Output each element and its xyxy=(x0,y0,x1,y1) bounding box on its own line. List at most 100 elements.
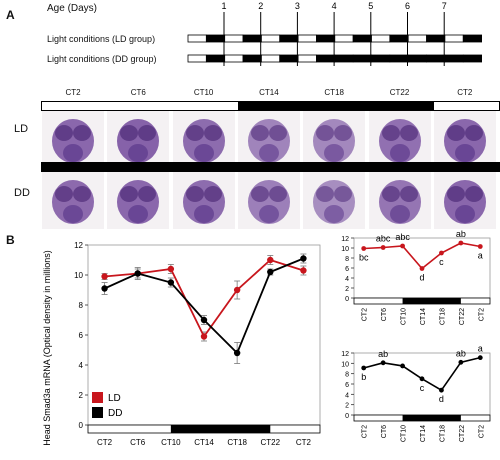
dark-phase-segment xyxy=(170,425,271,433)
day-label: 5 xyxy=(368,1,373,11)
ld-schedule-segment xyxy=(316,34,336,43)
dd-schedule-segment xyxy=(316,54,336,63)
embryo-head-image xyxy=(303,172,366,229)
significance-letter: d xyxy=(439,394,444,404)
ct-column-label: CT2 xyxy=(65,88,81,97)
ld-schedule-segment xyxy=(224,34,244,43)
y-tick-label: 12 xyxy=(74,241,83,250)
ld-schedule-segment xyxy=(444,34,464,43)
light-schedule-diagram: 1 2 3 4 5 6 7 xyxy=(187,1,483,66)
dd-schedule-segment xyxy=(187,54,207,63)
ct-column-label: CT14 xyxy=(259,88,279,97)
data-point-ld xyxy=(233,286,241,294)
y-tick-label: 0 xyxy=(345,296,349,303)
x-tick-label: CT6 xyxy=(130,438,146,447)
data-point-ld xyxy=(419,266,425,271)
data-point-dd xyxy=(101,285,108,292)
embryo-head-image xyxy=(172,172,235,229)
y-tick-label: 12 xyxy=(341,351,349,358)
data-point-dd xyxy=(300,255,307,262)
data-point-ld xyxy=(400,243,405,249)
y-tick-label: 2 xyxy=(79,391,84,400)
ld-schedule-segment xyxy=(352,34,372,43)
data-point-ld xyxy=(361,246,367,251)
ct-column-label: CT10 xyxy=(193,88,214,97)
embryo-head-image xyxy=(107,111,170,168)
ld-schedule-segment xyxy=(297,34,317,43)
x-tick-label: CT22 xyxy=(459,425,466,442)
significance-letter: abc xyxy=(395,232,410,242)
dd-schedule-segment xyxy=(205,54,226,63)
x-tick-label: CT2 xyxy=(362,425,369,438)
ld-schedule-segment xyxy=(371,34,391,43)
data-point-dd xyxy=(458,359,464,365)
y-tick-label: 12 xyxy=(341,236,349,243)
dd-schedule-segment xyxy=(371,54,391,63)
dd-small-chart: 0 2 4 6 8 10 12 CT2 CT6 CT10 CT14 CT18 CT22 CT2 b ab c d a… xyxy=(341,345,491,442)
x-tick-label: CT2 xyxy=(362,308,369,321)
ct-column-label: CT6 xyxy=(130,88,146,97)
dd-schedule-segment xyxy=(444,54,464,63)
dd-schedule-segment xyxy=(407,54,427,63)
panel-a-letter: A xyxy=(6,8,15,22)
significance-letter: a xyxy=(478,345,483,354)
significance-letter: ab xyxy=(456,348,466,358)
embryo-head-image xyxy=(433,111,496,168)
embryo-head-image xyxy=(237,111,300,168)
y-tick-label: 8 xyxy=(345,256,349,263)
day-label: 2 xyxy=(258,1,263,11)
dd-schedule-segment xyxy=(297,54,317,63)
y-tick-label: 0 xyxy=(345,413,349,420)
data-point-ld xyxy=(200,333,208,340)
panel-b-letter: B xyxy=(6,233,15,247)
y-tick-label: 4 xyxy=(79,361,84,370)
dd-schedule-segment xyxy=(389,54,409,63)
y-tick-label: 8 xyxy=(345,372,349,379)
data-point-dd xyxy=(167,279,175,286)
ld-schedule-segment xyxy=(279,34,299,43)
data-point-dd xyxy=(400,363,405,369)
ld-schedule-segment xyxy=(407,34,427,43)
day-label: 3 xyxy=(295,1,300,11)
data-point-dd xyxy=(439,387,444,393)
dd-schedule-segment xyxy=(352,54,372,63)
x-tick-label: CT2 xyxy=(478,308,485,321)
row-label-dd: DD xyxy=(14,187,30,199)
data-point-dd xyxy=(380,360,386,366)
data-point-dd xyxy=(134,270,141,277)
age-label: Age (Days) xyxy=(47,3,98,14)
data-point-dd xyxy=(477,355,483,361)
data-point-ld xyxy=(477,244,483,249)
embryo-head-image xyxy=(433,172,496,229)
y-tick-label: 10 xyxy=(341,361,349,368)
embryo-head-image xyxy=(107,172,170,229)
significance-letter: b xyxy=(361,372,366,382)
y-axis-label: Head Smad3a mRNA (Optical density in mil… xyxy=(42,250,52,446)
x-tick-label: CT10 xyxy=(161,438,181,447)
legend-label-dd: DD xyxy=(108,408,122,419)
data-point-ld xyxy=(267,256,274,264)
y-tick-label: 0 xyxy=(79,421,84,430)
significance-letter: bc xyxy=(359,253,369,263)
data-point-ld xyxy=(101,273,108,280)
embryo-head-image xyxy=(368,111,431,168)
data-point-dd xyxy=(200,316,208,324)
x-tick-label: CT10 xyxy=(401,425,408,442)
y-tick-label: 6 xyxy=(79,331,84,340)
x-tick-label: CT14 xyxy=(420,425,427,442)
ct-column-label: CT2 xyxy=(457,88,473,97)
significance-letter: c xyxy=(420,383,425,393)
ld-schedule-segment xyxy=(242,34,262,43)
dark-phase-segment xyxy=(402,298,461,304)
dd-dark-segment xyxy=(42,163,238,171)
x-tick-label: CT10 xyxy=(401,308,408,325)
day-label: 4 xyxy=(332,1,337,11)
dd-light-label: Light conditions (DD group) xyxy=(47,54,157,64)
dd-schedule-segment xyxy=(279,54,299,63)
significance-letter: a xyxy=(478,251,483,261)
x-tick-label: CT2 xyxy=(478,425,485,438)
significance-letter: ab xyxy=(456,230,466,239)
ld-schedule-segment xyxy=(462,34,483,43)
y-tick-label: 10 xyxy=(341,246,349,253)
